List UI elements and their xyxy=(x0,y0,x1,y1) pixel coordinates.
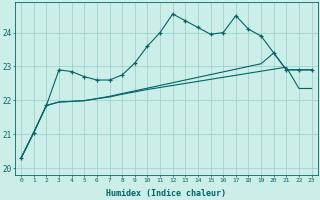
X-axis label: Humidex (Indice chaleur): Humidex (Indice chaleur) xyxy=(106,189,226,198)
